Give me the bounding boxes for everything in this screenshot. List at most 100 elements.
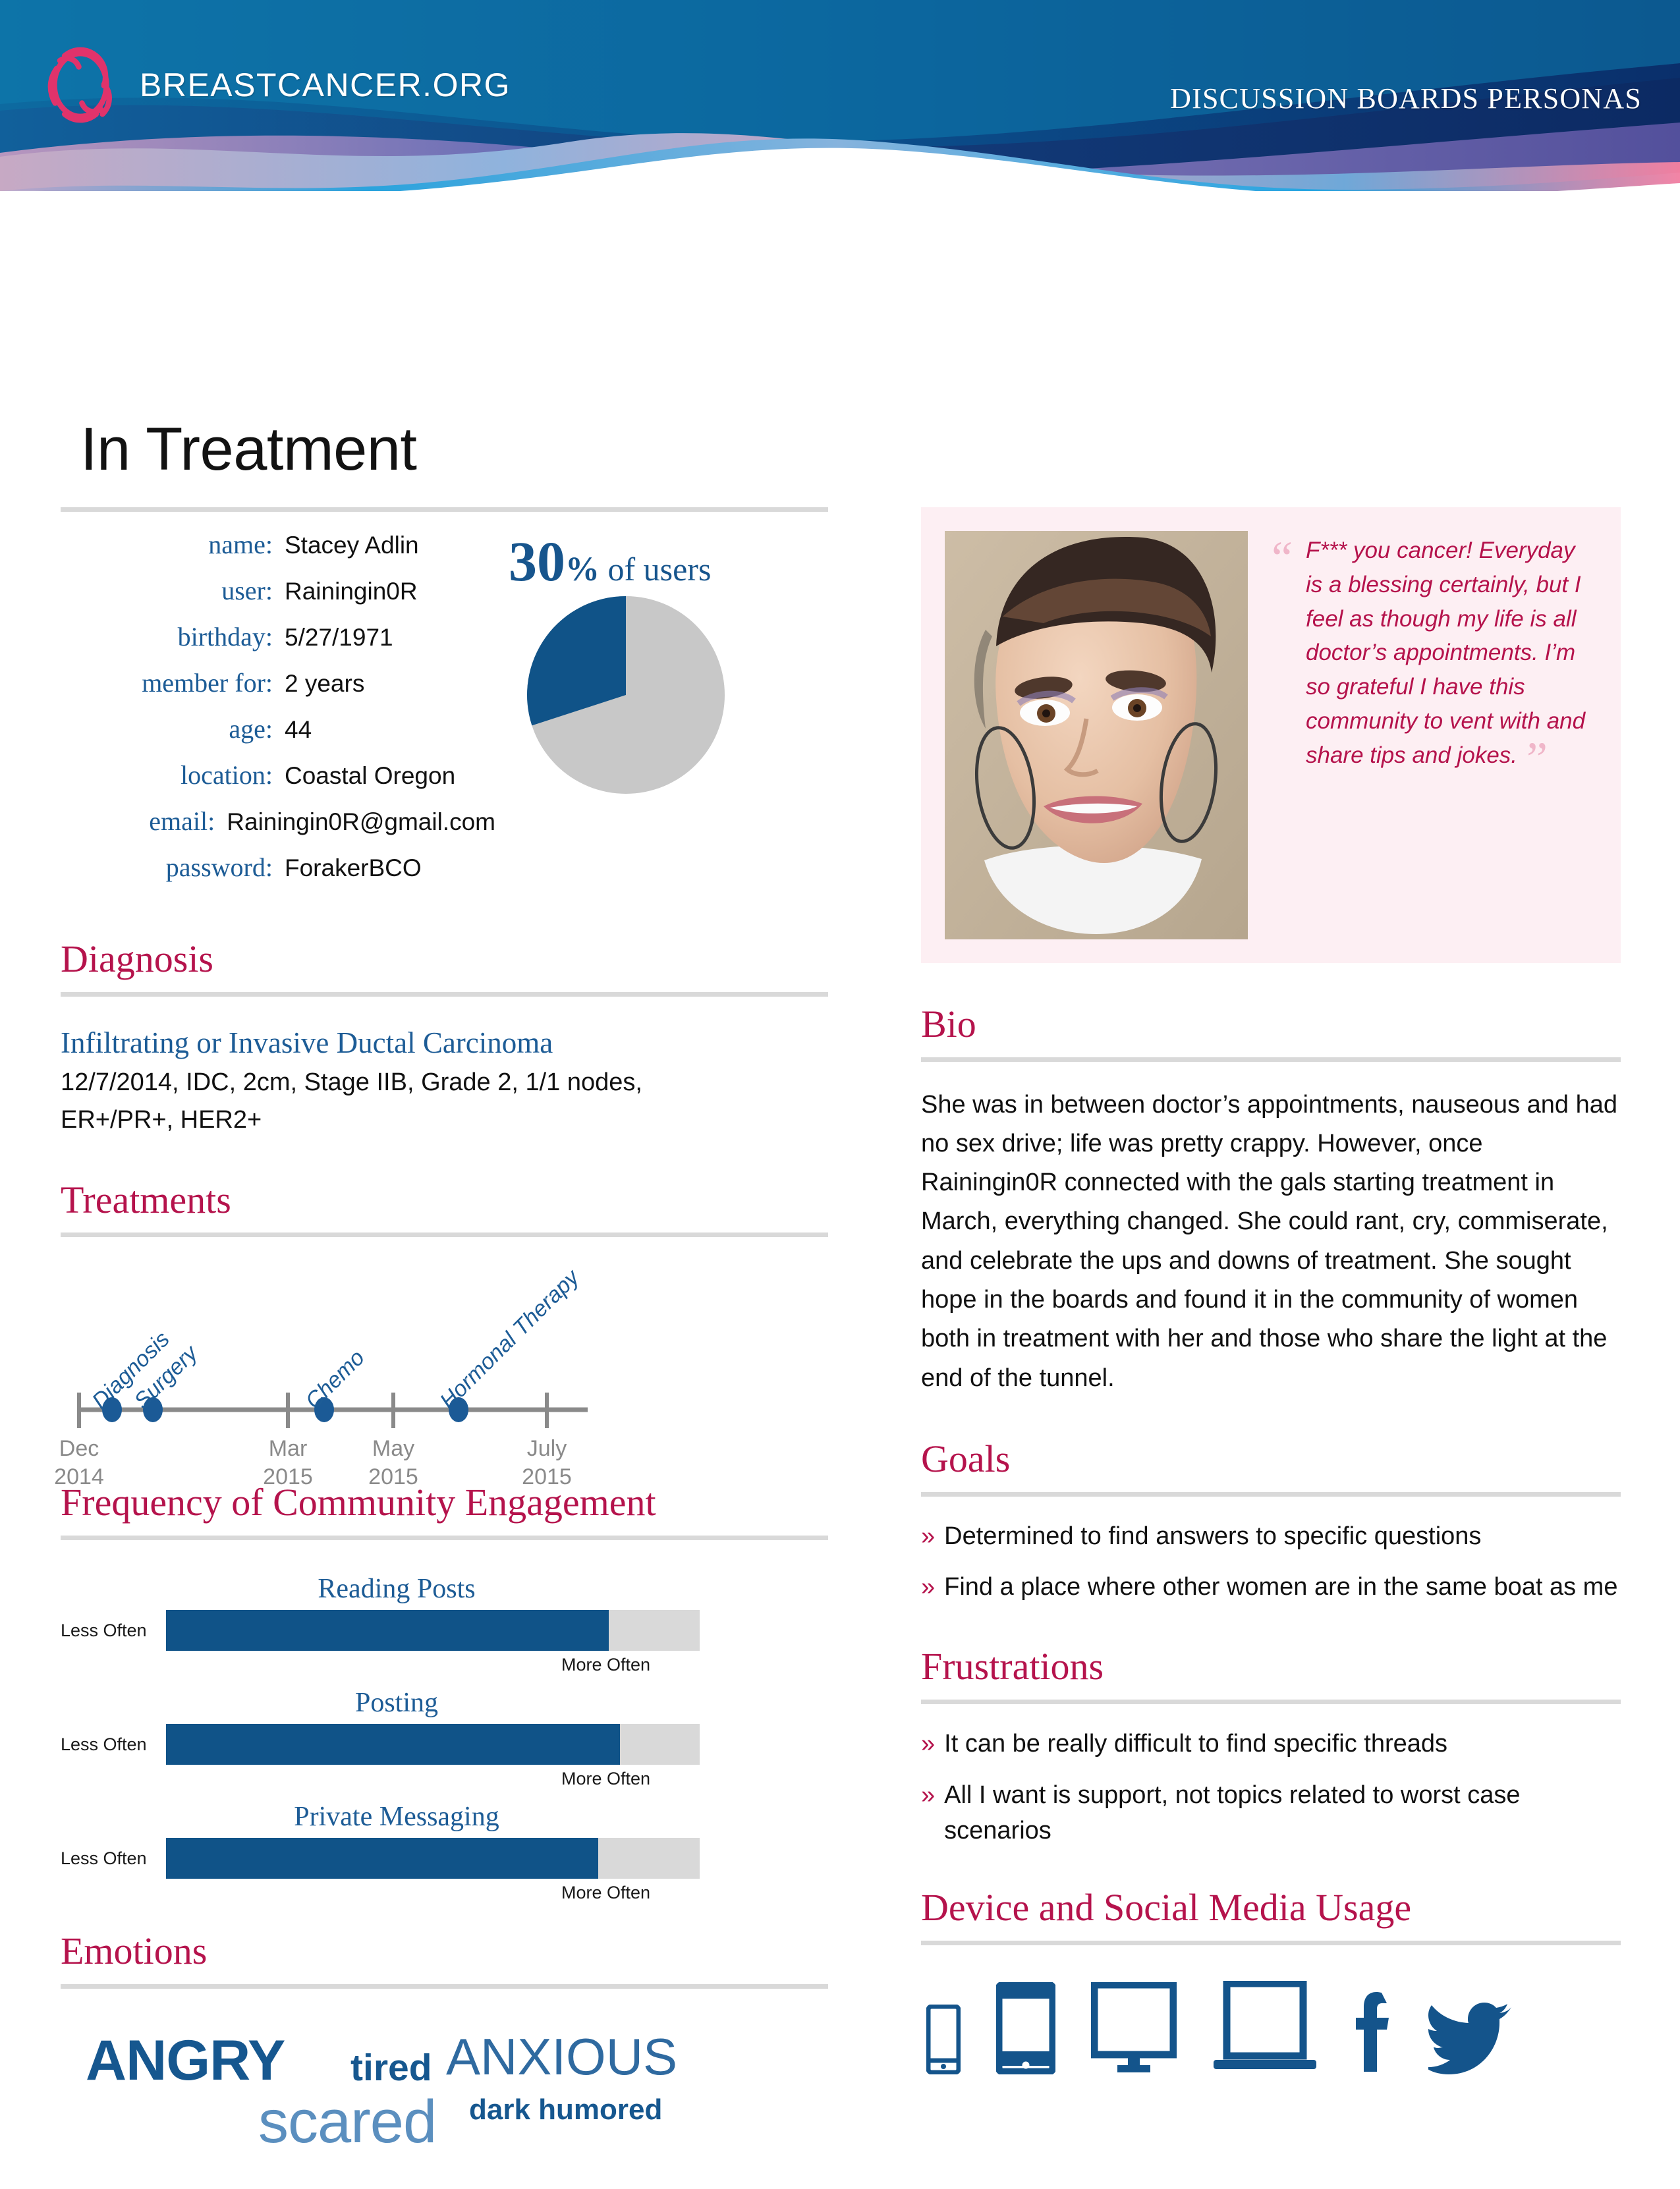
timeline-tick-july-2015: July 2015 xyxy=(494,1435,600,1491)
persona-quote-card: “F*** you cancer! Everyday is a blessing… xyxy=(921,507,1621,963)
quote-close-mark: ” xyxy=(1526,732,1548,785)
emotions-word-cloud: ANGRY tired ANXIOUS scared dark humored xyxy=(61,2018,828,2189)
phone-icon[interactable] xyxy=(926,2004,961,2074)
diagnosis-title: Infiltrating or Invasive Ductal Carcinom… xyxy=(61,1026,553,1059)
divider-diagnosis xyxy=(61,991,828,997)
emotion-word-tired: tired xyxy=(350,2046,432,2089)
identity-value: Stacey Adlin xyxy=(285,532,419,559)
goal-text: Determined to find answers to specific q… xyxy=(944,1522,1482,1550)
section-goals: Goals » Determined to find answers to sp… xyxy=(921,1437,1621,1606)
divider-frustrations xyxy=(921,1700,1621,1705)
bar-row: Less Often xyxy=(61,1610,828,1651)
frustrations-list: » It can be really difficult to find spe… xyxy=(921,1727,1621,1849)
tick-year: 2015 xyxy=(522,1464,572,1489)
header-wave-graphic xyxy=(0,0,1680,191)
identity-key: name: xyxy=(208,530,273,559)
identity-value: Rainingin0R xyxy=(285,578,418,605)
bar-group-private-messaging: Private Messaging Less Often More Often xyxy=(61,1801,828,1903)
divider-emotions xyxy=(61,1983,828,1989)
divider-identity xyxy=(61,507,828,512)
axis-max-label: More Often xyxy=(561,1883,651,1903)
bar-group-reading-posts: Reading Posts Less Often More Often xyxy=(61,1573,828,1675)
bar-label-reading-posts: Reading Posts xyxy=(318,1574,476,1605)
identity-value: ForakerBCO xyxy=(285,854,422,881)
identity-key: member for: xyxy=(142,668,273,698)
list-item: » All I want is support, not topics rela… xyxy=(921,1778,1621,1849)
axis-max-label: More Often xyxy=(561,1769,651,1789)
identity-key: email: xyxy=(149,806,215,836)
emotion-word-dark-humored: dark humored xyxy=(469,2093,663,2126)
timeline-axis-svg xyxy=(77,1393,588,1429)
section-heading-diagnosis: Diagnosis xyxy=(61,937,213,980)
tick-month: July xyxy=(526,1436,567,1462)
portrait-illustration xyxy=(945,531,1248,939)
laptop-icon[interactable] xyxy=(1212,1980,1318,2074)
persona-quote: “F*** you cancer! Everyday is a blessing… xyxy=(1272,531,1594,783)
identity-row-member-for: member for: 2 years xyxy=(61,667,495,698)
goal-text: Find a place where other women are in th… xyxy=(944,1573,1618,1601)
brand-name: BREASTCANCER.ORG xyxy=(140,67,511,103)
pie-slice-in-treatment xyxy=(527,596,626,726)
section-heading-devices: Device and Social Media Usage xyxy=(921,1885,1412,1929)
section-heading-engagement: Frequency of Community Engagement xyxy=(61,1481,656,1524)
frustration-text: It can be really difficult to find speci… xyxy=(944,1730,1448,1758)
timeline-marker-diagnosis xyxy=(102,1397,122,1423)
section-engagement: Frequency of Community Engagement Readin… xyxy=(61,1481,828,1903)
timeline-marker-chemo xyxy=(314,1397,334,1423)
section-bio: Bio She was in between doctor’s appointm… xyxy=(921,1003,1621,1398)
bullet-chevron-icon: » xyxy=(921,1730,936,1758)
tick-year: 2014 xyxy=(54,1464,104,1489)
identity-row-name: name: Stacey Adlin xyxy=(61,529,495,560)
left-column: name: Stacey Adlin user: Rainingin0R bir… xyxy=(54,507,828,2189)
twitter-icon[interactable] xyxy=(1428,1998,1511,2074)
pie-svg xyxy=(527,596,725,794)
treatment-timeline: Diagnosis Surgery Chemo Hormonal Therapy… xyxy=(54,1265,828,1489)
bullet-chevron-icon: » xyxy=(921,1522,936,1550)
identity-value: 44 xyxy=(285,716,312,743)
bar-fill-private-messaging xyxy=(166,1838,599,1879)
bullet-chevron-icon: » xyxy=(921,1781,936,1810)
identity-row-age: age: 44 xyxy=(61,713,495,744)
section-treatments: Treatments Diagnosis Surgery Chemo xyxy=(54,1178,828,1489)
list-item: » It can be really difficult to find spe… xyxy=(921,1727,1621,1762)
quote-body: F*** you cancer! Everyday is a blessing … xyxy=(1306,538,1586,768)
section-emotions: Emotions ANGRY tired ANXIOUS scared dark… xyxy=(61,1929,828,2189)
brand-lockup[interactable]: BREASTCANCER.ORG xyxy=(41,45,511,125)
pie-caption-suffix: of users xyxy=(600,551,712,588)
quote-open-mark: “ xyxy=(1272,532,1293,584)
bar-track xyxy=(166,1724,700,1765)
identity-key: age: xyxy=(229,714,273,744)
engagement-bar-chart: Reading Posts Less Often More Often Post… xyxy=(61,1573,828,1903)
divider-engagement xyxy=(61,1536,828,1541)
list-item: » Determined to find answers to specific… xyxy=(921,1519,1621,1555)
identity-key: birthday: xyxy=(177,622,273,651)
section-diagnosis: Diagnosis Infiltrating or Invasive Ducta… xyxy=(61,937,828,1139)
section-heading-emotions: Emotions xyxy=(61,1929,208,1973)
tablet-icon[interactable] xyxy=(996,1981,1055,2074)
bar-row: Less Often xyxy=(61,1838,828,1879)
identity-value: Rainingin0R@gmail.com xyxy=(227,808,495,835)
tick-year: 2015 xyxy=(263,1464,313,1489)
divider-devices xyxy=(921,1940,1621,1945)
right-column: “F*** you cancer! Everyday is a blessing… xyxy=(921,507,1621,2074)
bar-label-private-messaging: Private Messaging xyxy=(294,1802,499,1833)
tick-month: Mar xyxy=(268,1436,308,1462)
identity-key: location: xyxy=(181,760,273,790)
identity-row-email: email: Rainingin0R@gmail.com xyxy=(61,806,495,837)
bar-track xyxy=(166,1838,700,1879)
goals-list: » Determined to find answers to specific… xyxy=(921,1519,1621,1606)
tick-month: May xyxy=(372,1436,415,1462)
axis-min-label: Less Often xyxy=(61,1620,147,1640)
timeline-tick-dec-2014: Dec 2014 xyxy=(26,1435,132,1491)
identity-key: password: xyxy=(165,852,273,882)
emotion-word-scared: scared xyxy=(258,2088,437,2155)
header-section-title: DISCUSSION BOARDS PERSONAS xyxy=(1170,82,1642,115)
section-frustrations: Frustrations » It can be really difficul… xyxy=(921,1645,1621,1849)
timeline-marker-hormonal-therapy xyxy=(449,1397,468,1423)
persona-portrait-photo xyxy=(945,531,1248,939)
desktop-monitor-icon[interactable] xyxy=(1091,1981,1177,2074)
divider-bio xyxy=(921,1057,1621,1062)
facebook-icon[interactable] xyxy=(1353,1989,1393,2074)
section-heading-frustrations: Frustrations xyxy=(921,1645,1104,1688)
page-title: In Treatment xyxy=(80,416,417,483)
